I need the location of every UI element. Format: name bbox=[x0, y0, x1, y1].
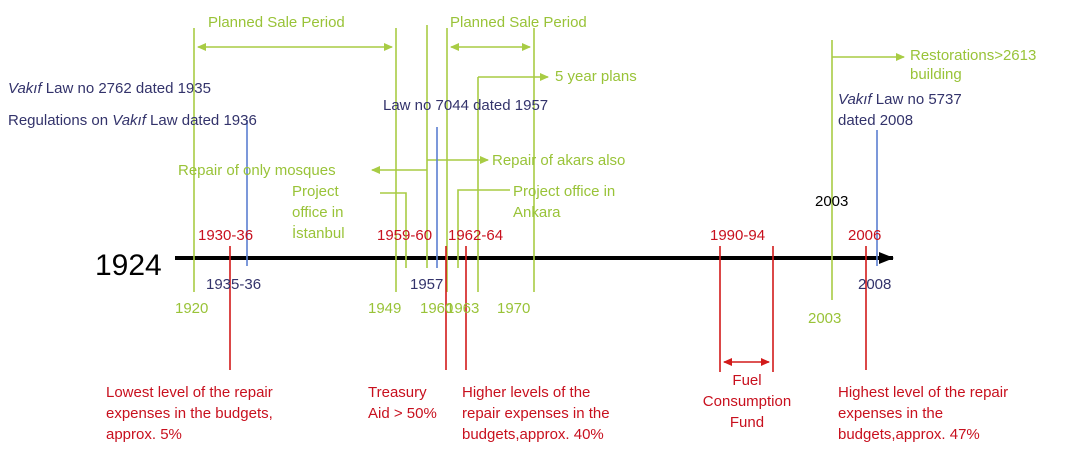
period: 1930-36 bbox=[198, 227, 253, 244]
label: Planned Sale Period bbox=[450, 14, 587, 31]
year: 1970 bbox=[497, 300, 530, 317]
red-lines bbox=[229, 246, 867, 372]
green-lines bbox=[193, 25, 905, 300]
year: 2008 bbox=[858, 276, 891, 293]
note: Higher levels of the bbox=[462, 384, 590, 401]
label: Project bbox=[292, 183, 340, 200]
label: İstanbul bbox=[292, 224, 345, 242]
note: budgets,approx. 47% bbox=[838, 426, 980, 443]
note: Highest level of the repair bbox=[838, 384, 1008, 401]
note: Fund bbox=[730, 414, 764, 431]
blue-lines bbox=[246, 120, 878, 268]
label: Regulations on Vakıf Law dated 1936 bbox=[8, 112, 257, 129]
note: repair expenses in the bbox=[462, 405, 610, 422]
note: Lowest level of the repair bbox=[106, 384, 273, 401]
note: budgets,approx. 40% bbox=[462, 426, 604, 443]
period: 1962-64 bbox=[448, 227, 503, 244]
note: Consumption bbox=[703, 393, 791, 410]
label: Restorations>2613 bbox=[910, 47, 1036, 64]
note: Treasury bbox=[368, 384, 427, 401]
year: 1957 bbox=[410, 276, 443, 293]
label: office in bbox=[292, 204, 343, 221]
note: expenses in the budgets, bbox=[106, 405, 273, 422]
note: expenses in the bbox=[838, 405, 943, 422]
year: 1963 bbox=[446, 300, 479, 317]
label: Ankara bbox=[513, 204, 561, 221]
start-year: 1924 bbox=[95, 249, 162, 282]
year: 2003 bbox=[808, 310, 841, 327]
label: Repair of akars also bbox=[492, 152, 625, 169]
label: building bbox=[910, 66, 962, 83]
label: Repair of only mosques bbox=[178, 162, 336, 179]
year: 1935-36 bbox=[206, 276, 261, 293]
label: Vakıf Law no 2762 dated 1935 bbox=[8, 80, 211, 97]
period: 1990-94 bbox=[710, 227, 765, 244]
year: 1949 bbox=[368, 300, 401, 317]
year: 2003 bbox=[815, 193, 848, 210]
period: 1959-60 bbox=[377, 227, 432, 244]
label: Project office in bbox=[513, 183, 615, 200]
label: Vakıf Law no 5737 bbox=[838, 91, 962, 108]
year: 1920 bbox=[175, 300, 208, 317]
note: approx. 5% bbox=[106, 426, 182, 443]
label: dated 2008 bbox=[838, 112, 913, 129]
label: Planned Sale Period bbox=[208, 14, 345, 31]
year: 1960 bbox=[420, 300, 453, 317]
period: 2006 bbox=[848, 227, 881, 244]
label: Law no 7044 dated 1957 bbox=[383, 97, 548, 114]
note: Fuel bbox=[732, 372, 761, 389]
note: Aid > 50% bbox=[368, 405, 437, 422]
label: 5 year plans bbox=[555, 68, 637, 85]
